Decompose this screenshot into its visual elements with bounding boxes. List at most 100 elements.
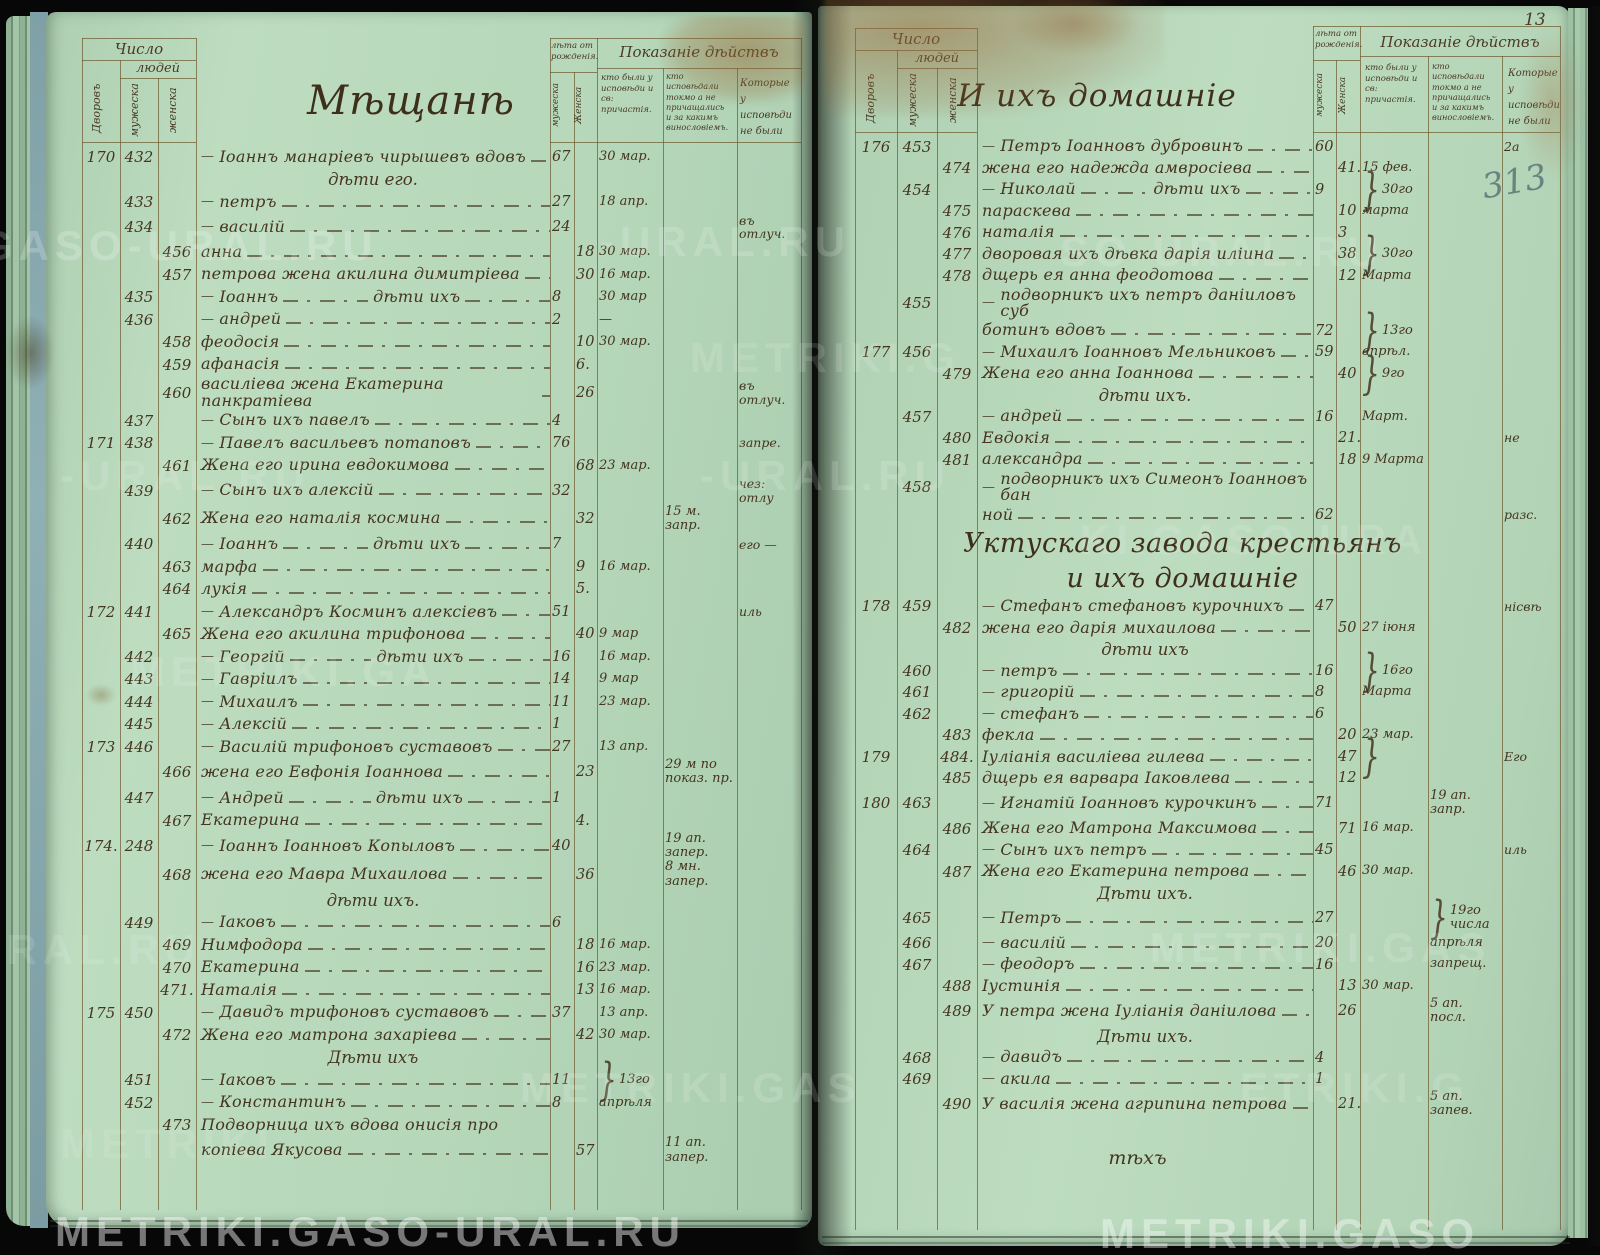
children-label: дѣти ихъ [375,787,464,807]
right-page-title: И ихъ домашніе [957,78,1237,114]
col-header-age: лѣта от рожденія. [1315,29,1363,50]
cell-age-male: 27 [1315,910,1334,927]
vertical-rule [855,28,856,1230]
table-row: 447 — Андрей дѣти ихъ 1 [82,787,801,810]
cell-absence-note: его — [737,537,801,552]
cell-age-male: 16 [552,648,571,665]
cell-female-no: 461 [162,456,192,475]
dash: — [201,739,215,755]
cell-female-no: 480 [942,429,972,448]
dash: — [982,706,996,722]
person-name: Екатерина [201,957,300,977]
leader-line [494,1015,550,1018]
person-name: Жена его Матрона Максимова [982,818,1258,838]
leader-line [452,877,550,880]
vertical-rule [663,68,664,1210]
date-text: 9 мар [599,671,639,687]
person-name: подворникъ ихъ петръ даніиловъ суб [1000,284,1297,321]
dash: — [982,409,996,425]
cell-age-male: 27 [552,194,571,211]
leader-line [465,299,551,302]
cell-name: наталія [977,224,1313,241]
cell-age-female: 3 [1338,224,1348,241]
table-row: ботинъ вдовъ 72} 13го [855,304,1560,357]
person-name: Георгій [219,646,285,666]
cell-male-no: 467 [902,955,932,974]
date-text: 30го [1381,246,1413,262]
person-name: Михаилъ Іоанновъ Мельниковъ [1000,341,1276,361]
dash: — [201,536,215,552]
table-row: 465 Жена его акилина трифонова 40 9 мар [82,623,801,646]
cell-confession-date: Март. [1360,409,1428,424]
person-name: наталія [982,222,1055,242]
person-name: Петръ [1000,907,1062,927]
leader-line [448,774,550,777]
table-row: 473 Подворница ихъ вдова онисія про [82,1114,801,1137]
dash: — [201,649,215,665]
cell-age-male: 1 [552,790,562,807]
leader-line [1062,673,1313,676]
cell-name: У василія жена агрипина петрова [977,1095,1313,1113]
horizontal-rule [597,68,801,69]
vertical-rule [158,78,159,1210]
cell-male-no: 438 [124,434,154,453]
cell-name: — Іоаннъ дѣти ихъ [196,286,551,306]
table-row: 434— василій 24 въ отлуч. [82,212,801,242]
person-name: андрей [219,309,282,329]
person-name: Іаковъ [219,912,277,932]
cell-name: Іуліанія василіева гилева [977,748,1313,766]
cell-name: Іустинія [977,977,1313,995]
dash: — [982,910,996,926]
cell-name: василіева жена Екатерина панкратіева [196,375,550,410]
cell-age-female: 46 [1338,863,1357,880]
cell-name: — Алексій [196,715,550,733]
vertical-rule [737,68,738,1210]
date-text: 27 іюня [1362,619,1416,635]
leader-line [290,229,550,232]
table-row: 469 Нимфодора 18 16 мар. [82,934,801,957]
leader-line [252,591,550,594]
cell-absence-note: чез: отлу [737,477,801,505]
leader-line [1079,694,1313,697]
date-text: 8 мн. запер. [665,859,709,889]
cell-male-no: 455 [902,294,932,313]
cell-male-no: 452 [124,1093,154,1112]
date-text: нісвѣ [1504,598,1542,614]
cell-note: 5 ап. запев. [1428,1089,1502,1119]
leader-line [1248,149,1313,152]
cell-age-female: 21. [1338,1096,1362,1113]
person-name: дворовая ихъ дѣвка дарія иліина [982,243,1275,263]
right-page-paper [818,6,1570,1246]
leader-line [1198,376,1313,379]
vertical-rule [574,72,575,1210]
leader-line [1067,1060,1313,1063]
table-row: 445— Алексій 1 [82,713,801,736]
table-row: 481 александра 18 9 Марта [855,449,1560,471]
cell-confession-date: 16 мар. [1360,821,1428,836]
leader-line [284,367,550,370]
date-text: въ отлуч. [739,212,786,242]
person-name: Подворница ихъ вдова онисія про [201,1114,499,1134]
cell-name: — Стефанъ стефановъ курочнихъ [977,597,1313,615]
cell-confession-date: 30 мар. [1360,864,1428,879]
table-row: копіева Якусова 57 11 ап. запер. [82,1136,801,1165]
cell-male-no: 454 [902,180,932,199]
cell-age-female: 26 [576,384,595,401]
person-name: григорій [1000,682,1075,702]
cell-male-no: 439 [124,481,154,500]
table-row: Дѣти ихъ. [855,1025,1560,1047]
dash: — [201,289,215,305]
cell-female-no: 473 [162,1116,192,1135]
person-name: Іаковъ [219,1069,277,1089]
leader-line [347,1153,550,1156]
cell-age-female: 26 [1338,1003,1357,1020]
cell-name: Нимфодора [196,936,550,954]
cell-confession-date: 13 апр. [597,739,663,754]
cell-absence-note: въ отлуч. [737,212,801,242]
section-title: Уктускаго завода крестьянъ [963,527,1402,559]
person-name: Іоаннъ [219,286,279,306]
cell-note: 11 ап. запер. [663,1136,737,1165]
cell-name: — Василій трифоновъ суставовъ [196,738,550,756]
section-title: и ихъ домашніе [1066,562,1299,594]
table-row: 176 453— Петръ Іоанновъ дубровинъ 60 2а [855,136,1560,158]
